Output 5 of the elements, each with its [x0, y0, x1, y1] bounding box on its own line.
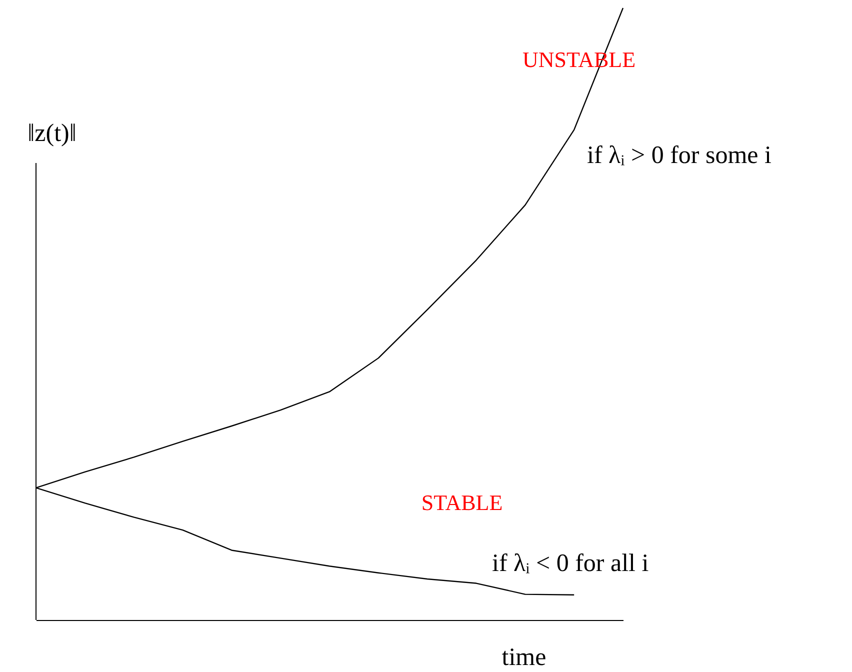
- annotation: if λᵢ < 0 for all i: [492, 550, 649, 577]
- y-axis-title: ‖z(t)‖: [28, 120, 76, 147]
- annotation: if λᵢ > 0 for some i: [587, 142, 772, 169]
- text: STABLE: [421, 490, 503, 515]
- x-axis-title: time: [502, 644, 546, 671]
